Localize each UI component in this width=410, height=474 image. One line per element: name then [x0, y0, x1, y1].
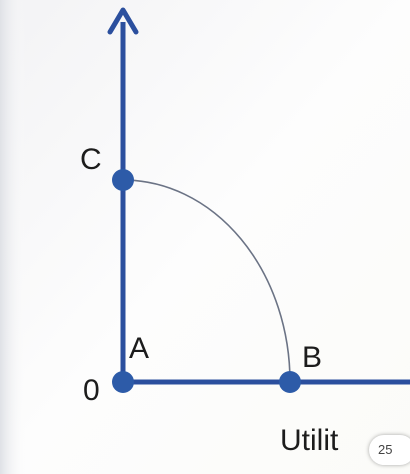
- label-c: C: [80, 143, 102, 176]
- label-a: A: [129, 332, 149, 365]
- point-c-marker: [112, 169, 134, 191]
- x-axis-label: Utilit: [280, 424, 339, 457]
- label-b: B: [302, 341, 322, 374]
- label-origin: 0: [83, 374, 100, 407]
- point-a-marker: [112, 371, 134, 393]
- y-axis-arrowhead: [107, 7, 139, 35]
- paper-left-shade: [0, 0, 26, 474]
- point-b-marker: [279, 371, 301, 393]
- utility-frontier-curve: [122, 179, 291, 383]
- page-number-badge: 25: [369, 435, 410, 465]
